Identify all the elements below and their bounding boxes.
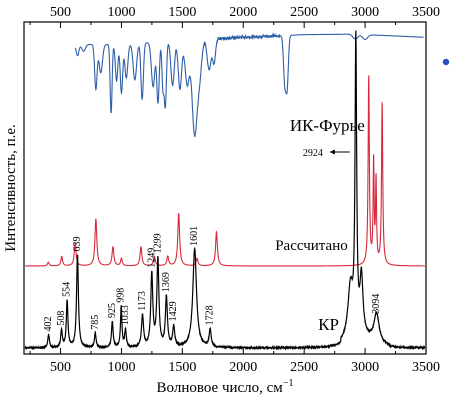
bottom-tick-label-3000: 3000	[351, 360, 379, 375]
top-tick-label-1500: 1500	[168, 5, 196, 20]
peak-label-1601: 1601	[189, 226, 200, 246]
peak-label-1369: 1369	[161, 272, 172, 292]
top-tick-label-2500: 2500	[290, 5, 318, 20]
annotation-text: 2924	[303, 148, 323, 159]
bottom-tick-label-2000: 2000	[229, 360, 257, 375]
bottom-tick-label-1500: 1500	[168, 360, 196, 375]
peak-label-998: 998	[116, 288, 127, 303]
peak-annotation-2924: 2924	[303, 148, 350, 159]
plot-frame	[23, 21, 427, 355]
peak-label-1033: 1033	[120, 305, 131, 325]
peak-label-925: 925	[107, 303, 118, 318]
top-tick-label-500: 500	[50, 5, 71, 20]
peak-label-1299: 1299	[152, 233, 163, 253]
peak-label-1173: 1173	[137, 291, 148, 311]
peak-label-785: 785	[90, 315, 101, 330]
peak-label-1429: 1429	[168, 301, 179, 321]
peak-label-3094: 3094	[371, 294, 382, 314]
bottom-tick-label-1000: 1000	[107, 360, 135, 375]
peak-label-508: 508	[56, 311, 67, 326]
peak-label-402: 402	[43, 317, 54, 332]
series-layer	[24, 30, 426, 351]
top-tick-label-3000: 3000	[351, 5, 379, 20]
legend-marker-dot	[442, 58, 450, 66]
peak-label-1728: 1728	[205, 305, 216, 325]
top-tick-label-1000: 1000	[107, 5, 135, 20]
top-tick-label-3500: 3500	[412, 5, 440, 20]
series-line-raman	[24, 30, 426, 351]
bottom-x-axis: 500 1000 1500 2000 2500 3000 3500	[29, 348, 440, 375]
peak-label-554: 554	[62, 282, 73, 297]
top-x-axis: 500 1000 1500 2000 2500 3000 3500	[29, 5, 440, 28]
bottom-tick-label-3500: 3500	[412, 360, 440, 375]
annotation-arrowhead	[329, 149, 335, 155]
label-ir-text: ИК-Фурье	[290, 116, 365, 135]
peak-label-1249: 1249	[146, 248, 157, 268]
series-line-calculated	[25, 75, 425, 267]
series-label-calculated: Рассчитано	[275, 238, 348, 254]
peak-label-639: 639	[72, 237, 83, 252]
top-tick-label-2000: 2000	[229, 5, 257, 20]
series-line-ir	[74, 32, 424, 138]
label-raman-text: КР	[318, 315, 339, 334]
series-label-raman: КР	[318, 315, 339, 334]
label-calc-text: Рассчитано	[275, 238, 348, 254]
y-axis-label: Интенсивность, п.е.	[3, 124, 19, 252]
series-label-ir: ИК-Фурье	[290, 116, 365, 135]
bottom-tick-label-500: 500	[50, 360, 71, 375]
x-axis-label: Волновое число, см−1	[157, 378, 294, 396]
bottom-tick-label-2500: 2500	[290, 360, 318, 375]
